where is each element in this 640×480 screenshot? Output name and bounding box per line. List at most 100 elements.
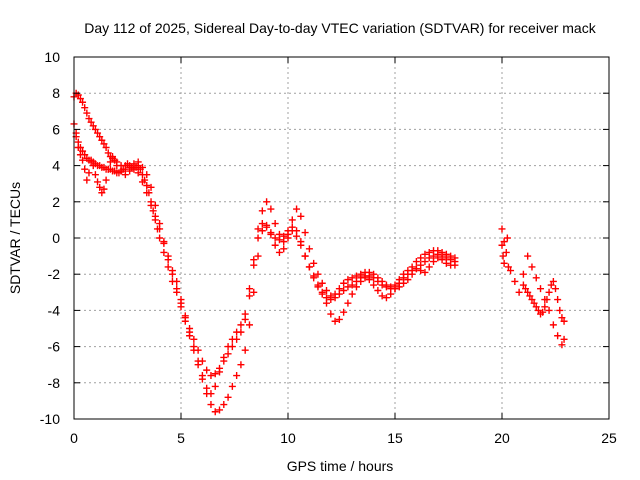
data-point bbox=[186, 332, 194, 340]
data-point bbox=[220, 353, 228, 361]
data-point bbox=[310, 259, 318, 267]
data-point bbox=[412, 265, 420, 273]
data-point bbox=[267, 230, 275, 238]
y-tick-label: 10 bbox=[44, 49, 60, 65]
data-point bbox=[382, 281, 390, 289]
data-point bbox=[181, 317, 189, 325]
data-point bbox=[365, 276, 373, 284]
data-point bbox=[258, 207, 266, 215]
data-point bbox=[545, 306, 553, 314]
data-point bbox=[554, 296, 562, 304]
data-point bbox=[532, 303, 540, 311]
data-point bbox=[100, 140, 108, 148]
data-point bbox=[370, 281, 378, 289]
data-point bbox=[190, 335, 198, 343]
data-point bbox=[344, 276, 352, 284]
data-point bbox=[545, 288, 553, 296]
data-point bbox=[194, 361, 202, 369]
data-point bbox=[526, 292, 534, 300]
data-point bbox=[387, 290, 395, 298]
data-point bbox=[434, 254, 442, 262]
data-point bbox=[138, 178, 146, 186]
data-point bbox=[96, 183, 104, 191]
data-point bbox=[417, 267, 425, 275]
data-point bbox=[138, 163, 146, 171]
data-point bbox=[558, 341, 566, 349]
data-point bbox=[228, 335, 236, 343]
data-point bbox=[554, 332, 562, 340]
data-point bbox=[552, 285, 559, 293]
y-tick-label: 4 bbox=[52, 158, 60, 174]
data-point bbox=[314, 270, 322, 278]
data-point bbox=[121, 171, 129, 179]
data-point bbox=[228, 382, 236, 390]
data-point bbox=[284, 234, 292, 242]
data-point bbox=[126, 167, 134, 175]
data-point bbox=[504, 263, 512, 271]
data-point bbox=[76, 151, 84, 159]
data-point bbox=[216, 368, 224, 376]
data-point bbox=[258, 227, 266, 235]
data-point bbox=[143, 189, 151, 197]
data-point bbox=[237, 321, 245, 329]
data-point bbox=[233, 328, 241, 336]
y-tick-label: -10 bbox=[40, 411, 60, 427]
data-point bbox=[156, 225, 164, 233]
x-tick-label: 10 bbox=[280, 430, 296, 446]
data-point bbox=[365, 268, 373, 276]
data-point bbox=[395, 279, 403, 287]
data-point bbox=[207, 372, 215, 380]
data-point bbox=[237, 361, 245, 369]
data-point bbox=[382, 294, 390, 302]
y-tick-label: -8 bbox=[48, 375, 61, 391]
x-tick-label: 15 bbox=[387, 430, 403, 446]
data-point bbox=[94, 129, 102, 137]
data-point bbox=[442, 259, 450, 267]
data-point bbox=[534, 306, 542, 314]
axis-ticks: 0 5 10 15 20 25 -10 -8 -6 -4 -2 0 2 4 6 8 10 bbox=[40, 49, 617, 446]
data-point bbox=[96, 133, 104, 141]
y-tick-label: 8 bbox=[52, 85, 60, 101]
data-point bbox=[254, 234, 262, 242]
data-point bbox=[524, 252, 532, 260]
data-point bbox=[541, 303, 549, 311]
data-point bbox=[190, 346, 198, 354]
data-point bbox=[100, 185, 108, 193]
data-point bbox=[130, 163, 138, 171]
data-point bbox=[207, 401, 215, 409]
y-tick-label: 2 bbox=[52, 194, 60, 210]
data-point bbox=[104, 149, 112, 157]
data-point bbox=[387, 283, 395, 291]
data-point bbox=[79, 147, 87, 155]
data-point bbox=[374, 274, 382, 282]
data-point bbox=[511, 277, 519, 285]
data-point bbox=[430, 258, 438, 266]
data-point bbox=[442, 250, 450, 258]
data-point bbox=[344, 299, 352, 307]
data-point bbox=[451, 254, 459, 262]
data-point bbox=[263, 198, 271, 206]
data-point bbox=[258, 220, 266, 228]
data-point bbox=[211, 370, 219, 378]
data-point bbox=[348, 281, 356, 289]
data-point bbox=[539, 308, 547, 316]
data-point bbox=[220, 401, 228, 409]
data-point bbox=[421, 258, 429, 266]
data-point bbox=[331, 290, 339, 298]
data-point bbox=[89, 122, 97, 130]
data-point bbox=[412, 258, 420, 266]
data-point bbox=[451, 261, 459, 269]
data-point bbox=[404, 270, 412, 278]
data-point bbox=[79, 156, 87, 164]
data-point bbox=[519, 270, 527, 278]
data-point bbox=[164, 256, 172, 264]
data-point bbox=[543, 296, 551, 304]
data-point bbox=[106, 158, 114, 166]
data-point bbox=[335, 315, 343, 323]
data-point bbox=[421, 268, 429, 276]
y-tick-label: -4 bbox=[48, 302, 61, 318]
x-tick-label: 0 bbox=[70, 430, 78, 446]
data-point bbox=[102, 144, 110, 151]
data-point bbox=[498, 225, 506, 233]
data-point bbox=[391, 285, 399, 293]
